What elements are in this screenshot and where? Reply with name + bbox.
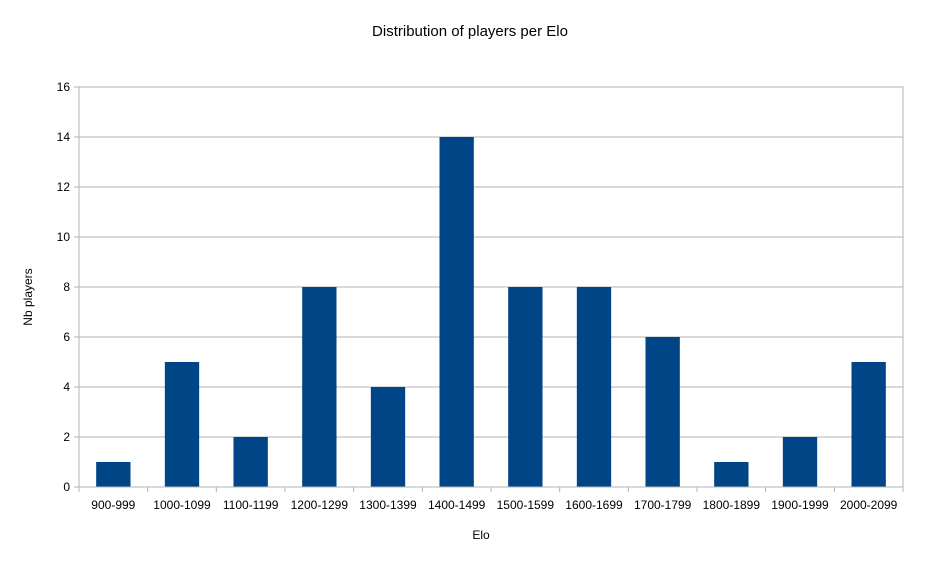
bars (96, 137, 886, 487)
bar-1100-1199 (233, 437, 268, 487)
bar-1800-1899 (714, 462, 749, 487)
bar-1600-1699 (576, 287, 612, 487)
bar-1000-1099 (164, 362, 200, 487)
x-tick-label: 1200-1299 (291, 498, 349, 512)
y-tick-label: 16 (57, 80, 71, 94)
y-axis-label: Nb players (21, 268, 35, 325)
x-tick-label: 1300-1399 (359, 498, 417, 512)
x-tick-label: 1600-1699 (565, 498, 623, 512)
bar-1700-1799 (645, 337, 680, 487)
y-tick-label: 10 (57, 230, 71, 244)
bar-1500-1599 (508, 287, 543, 487)
x-tick-label: 1900-1999 (771, 498, 829, 512)
bar-2000-2099 (851, 362, 886, 487)
x-tick-label: 1500-1599 (497, 498, 555, 512)
y-tick-label: 2 (63, 430, 70, 444)
x-tick-label: 1400-1499 (428, 498, 486, 512)
x-tick-label: 1800-1899 (703, 498, 761, 512)
x-axis-label: Elo (472, 528, 490, 542)
x-tick-label: 1100-1199 (223, 498, 279, 512)
y-tick-label: 6 (63, 330, 70, 344)
x-tick-label: 1700-1799 (634, 498, 692, 512)
y-axis-ticks: 0 2 4 6 8 10 12 14 16 (57, 80, 79, 494)
bar-1900-1999 (782, 437, 818, 487)
x-tick-label: 2000-2099 (840, 498, 898, 512)
bar-1200-1299 (302, 287, 337, 487)
bar-1400-1499 (439, 137, 474, 487)
y-tick-label: 14 (57, 130, 71, 144)
x-axis-ticks: 900-999 1000-1099 1100-1199 1200-1299 1300-1… (78, 487, 904, 512)
gridlines (79, 86, 903, 488)
x-tick-label: 1000-1099 (153, 498, 211, 512)
y-tick-label: 12 (57, 180, 71, 194)
bar-900-999 (96, 462, 131, 487)
y-tick-label: 4 (63, 380, 70, 394)
y-tick-label: 0 (63, 480, 70, 494)
y-tick-label: 8 (63, 280, 70, 294)
chart-title: Distribution of players per Elo (372, 23, 568, 40)
x-tick-label: 900-999 (91, 498, 135, 512)
bar-1300-1399 (370, 387, 406, 487)
